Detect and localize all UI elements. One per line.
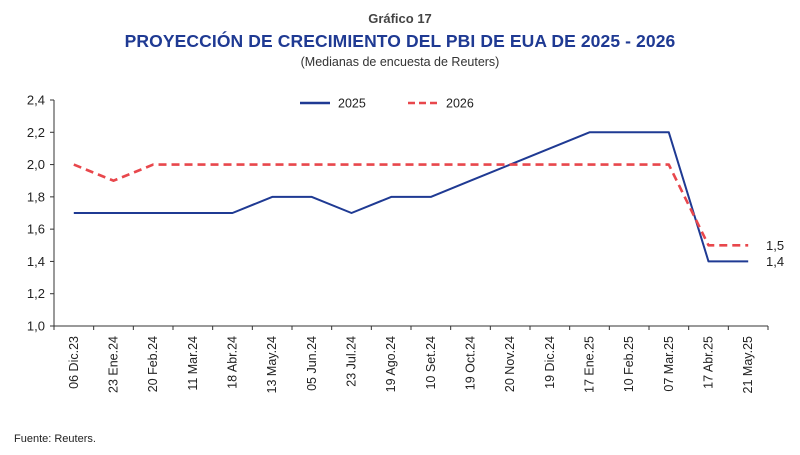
- x-tick-label: 18 Abr.24: [226, 336, 240, 389]
- data-point-2025: [73, 212, 75, 214]
- y-tick-label: 2,2: [27, 125, 45, 140]
- chart-subtitle: (Medianas de encuesta de Reuters): [300, 55, 500, 69]
- x-tick-label: 10 Set.24: [424, 336, 438, 390]
- end-label-2026: 1,5: [766, 238, 784, 253]
- x-tick-label: 20 Nov.24: [503, 336, 517, 392]
- data-point-2026: [469, 163, 471, 165]
- data-point-2025: [707, 260, 709, 262]
- data-point-2025: [430, 196, 432, 198]
- data-point-2026: [271, 163, 273, 165]
- series-line-2026: [73, 163, 749, 247]
- data-point-2025: [390, 196, 392, 198]
- x-tick-label: 07 Mar.25: [662, 336, 676, 392]
- data-point-2025: [747, 260, 749, 262]
- data-point-2026: [152, 163, 154, 165]
- y-tick-label: 1,4: [27, 254, 45, 269]
- x-tick-label: 11 Mar.24: [186, 336, 200, 391]
- y-tick-label: 2,4: [27, 93, 45, 108]
- chart-label: Gráfico 17: [368, 11, 432, 26]
- data-point-2025: [469, 180, 471, 182]
- data-point-2026: [668, 163, 670, 165]
- data-point-2026: [311, 163, 313, 165]
- data-point-2026: [430, 163, 432, 165]
- data-point-2025: [231, 212, 233, 214]
- y-tick-label: 1,2: [27, 286, 45, 301]
- data-point-2025: [549, 147, 551, 149]
- data-point-2026: [192, 163, 194, 165]
- series-line-2025: [73, 131, 749, 263]
- legend-label-2025: 2025: [338, 97, 366, 111]
- data-point-2026: [73, 163, 75, 165]
- x-tick-label: 10 Feb.25: [622, 336, 636, 392]
- x-tick-label: 21 May.25: [741, 336, 755, 393]
- x-tick-label: 19 Ago.24: [384, 336, 398, 392]
- x-tick-label: 17 Abr.25: [702, 336, 716, 389]
- x-tick-label: 23 Jul.24: [345, 336, 359, 387]
- data-point-2025: [152, 212, 154, 214]
- y-tick-label: 2,0: [27, 157, 45, 172]
- x-tick-label: 23 Ene.24: [107, 336, 121, 393]
- data-point-2026: [549, 163, 551, 165]
- data-point-2025: [112, 212, 114, 214]
- data-point-2026: [350, 163, 352, 165]
- y-tick-label: 1,0: [27, 319, 45, 334]
- data-point-2025: [588, 131, 590, 133]
- x-tick-label: 05 Jun.24: [305, 336, 319, 391]
- data-point-2026: [707, 244, 709, 246]
- data-point-2026: [628, 163, 630, 165]
- data-point-2025: [628, 131, 630, 133]
- x-tick-label: 20 Feb.24: [146, 336, 160, 392]
- data-point-2025: [271, 196, 273, 198]
- x-tick-label: 06 Dic.23: [67, 336, 81, 389]
- end-label-2025: 1,4: [766, 254, 784, 269]
- y-tick-label: 1,6: [27, 222, 45, 237]
- chart-title: PROYECCIÓN DE CRECIMIENTO DEL PBI DE EUA…: [124, 31, 676, 51]
- data-point-2026: [509, 163, 511, 165]
- y-tick-label: 1,8: [27, 189, 45, 204]
- x-tick-label: 13 May.24: [265, 336, 279, 393]
- x-tick-label: 19 Dic.24: [543, 336, 557, 389]
- data-point-2025: [192, 212, 194, 214]
- data-point-2025: [350, 212, 352, 214]
- data-point-2025: [311, 196, 313, 198]
- x-tick-label: 17 Ene.25: [583, 336, 597, 393]
- data-point-2026: [588, 163, 590, 165]
- data-point-2026: [112, 180, 114, 182]
- x-tick-label: 19 Oct.24: [464, 336, 478, 390]
- data-point-2026: [231, 163, 233, 165]
- source-note: Fuente: Reuters.: [14, 433, 96, 445]
- data-point-2026: [747, 244, 749, 246]
- data-point-2025: [668, 131, 670, 133]
- legend-label-2026: 2026: [446, 97, 474, 111]
- data-point-2026: [390, 163, 392, 165]
